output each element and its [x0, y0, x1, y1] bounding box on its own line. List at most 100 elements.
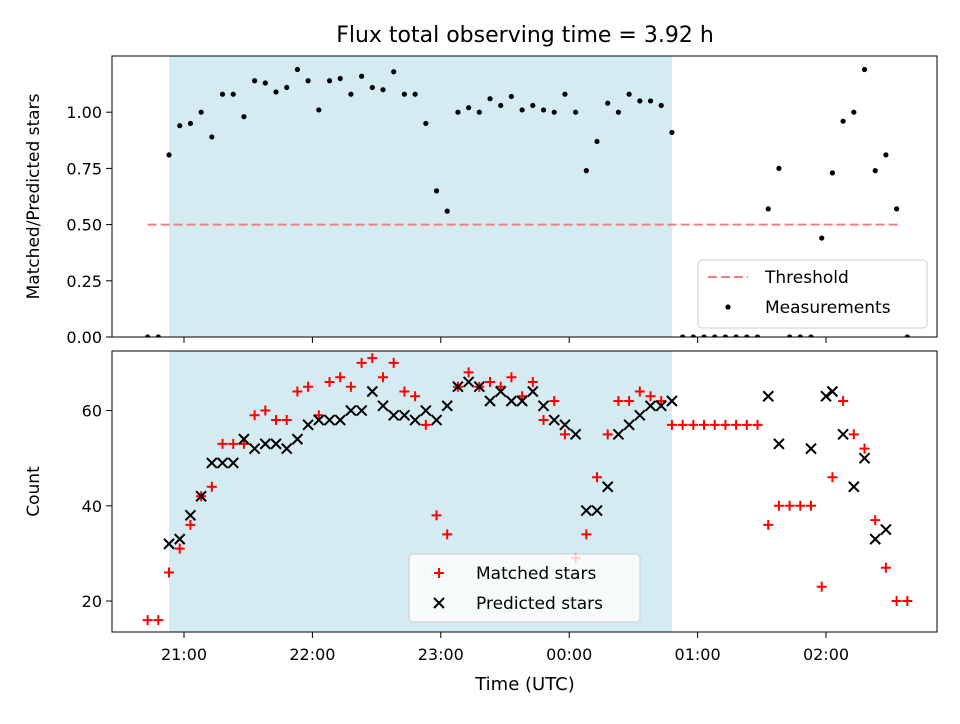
matched-star-point [249, 410, 260, 421]
measurement-point [861, 66, 868, 73]
legend-predicted-swatch [433, 597, 445, 609]
matched-star-point [164, 567, 175, 578]
measurement-point [680, 334, 686, 337]
matched-star-point [838, 396, 849, 407]
predicted-star-point [773, 438, 785, 450]
predicted-star-point [313, 414, 325, 426]
predicted-star-point [174, 533, 186, 545]
predicted-star-point [388, 409, 400, 422]
measurement-point [615, 109, 622, 115]
predicted-star-point [495, 385, 507, 398]
measurement-point [744, 334, 750, 337]
matched-star-point [538, 415, 549, 426]
measurement-point [241, 114, 247, 120]
measurement-point [155, 334, 161, 337]
y-tick-label: 0.50 [66, 216, 102, 235]
measurement-point [326, 78, 333, 84]
predicted-star-point [291, 433, 304, 445]
y-tick-label: 1.00 [66, 103, 102, 122]
measurement-point [808, 334, 814, 337]
measurement-point [498, 102, 504, 109]
predicted-star-point [858, 452, 871, 464]
matched-star-point [442, 529, 453, 540]
matched-star-point [335, 372, 346, 383]
measurement-point [316, 107, 322, 113]
matched-star-point [506, 372, 517, 383]
predicted-star-point [612, 428, 625, 441]
matched-star-point [816, 581, 827, 592]
matched-star-point [763, 519, 774, 530]
measurement-point [145, 334, 151, 337]
matched-star-point [677, 419, 688, 430]
predicted-star-point [548, 414, 560, 426]
predicted-star-point [666, 395, 678, 407]
measurement-point [733, 334, 739, 337]
measurement-point [883, 152, 889, 158]
predicted-star-point [355, 404, 368, 417]
matched-star-point [313, 410, 324, 421]
measurement-point [369, 84, 375, 91]
measurement-point [273, 89, 279, 95]
matched-star-point [292, 386, 303, 397]
predicted-star-point [462, 376, 475, 388]
measurement-point [872, 168, 878, 174]
matched-star-point [624, 396, 635, 407]
measurement-point [187, 120, 194, 127]
legend-measurements-swatch [725, 304, 731, 310]
matched-star-point [260, 405, 271, 416]
predicted-star-point [644, 400, 657, 412]
predicted-star-point [398, 409, 411, 422]
measurement-point [573, 109, 579, 115]
matched-star-point [666, 419, 677, 430]
measurement-point [840, 118, 846, 124]
matched-star-point [527, 376, 538, 387]
predicted-star-point [634, 409, 646, 422]
matched-star-point [549, 396, 560, 407]
predicted-star-point [537, 400, 550, 412]
predicted-star-point [323, 414, 336, 426]
matched-star-point [228, 438, 239, 449]
measurement-point [433, 188, 440, 194]
predicted-star-point [227, 457, 239, 469]
observing-window [169, 56, 672, 337]
measurement-point [658, 102, 664, 109]
matched-star-point [185, 519, 196, 530]
legend-measurements-label: Measurements [765, 298, 891, 318]
measurement-point [337, 75, 343, 82]
measurement-point [690, 334, 696, 337]
y-axis-label: Count [24, 466, 44, 517]
predicted-star-point [366, 385, 379, 398]
matched-star-point [784, 500, 795, 511]
legend-box [697, 259, 928, 329]
predicted-star-point [559, 419, 571, 431]
matched-star-point [870, 515, 881, 526]
measurement-point [401, 91, 408, 97]
measurement-point [262, 80, 268, 86]
predicted-star-point [505, 395, 518, 407]
measurement-point [444, 208, 450, 214]
matched-star-point [281, 415, 292, 426]
matched-star-point [410, 391, 421, 402]
matched-star-point [741, 419, 752, 430]
measurement-point [466, 105, 472, 111]
matched-star-point [773, 500, 784, 511]
measurement-point [252, 78, 258, 84]
predicted-star-point [441, 400, 453, 412]
matched-star-point [645, 391, 656, 402]
predicted-star-point [409, 414, 421, 426]
predicted-star-point [216, 457, 229, 469]
y-tick-label: 0.25 [66, 272, 102, 291]
matched-star-point [324, 376, 335, 387]
axes-frame [111, 350, 938, 633]
y-tick-label: 0.00 [66, 328, 102, 347]
predicted-star-point [195, 490, 207, 502]
x-tick-label: 22:00 [289, 645, 335, 664]
matched-star-point [880, 562, 891, 573]
y-tick-label: 40 [82, 497, 102, 516]
matched-star-point [238, 438, 249, 449]
chart-title: Flux total observing time = 3.92 h [336, 23, 714, 48]
legend-box [408, 553, 641, 623]
measurement-point [776, 165, 782, 171]
matched-star-point [656, 396, 667, 407]
predicted-star-point [184, 509, 197, 522]
